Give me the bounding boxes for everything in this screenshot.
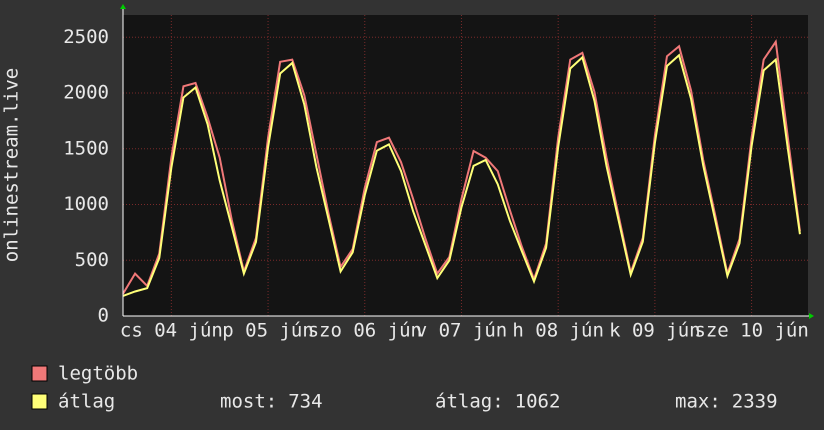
y-tick-label: 2500 bbox=[63, 26, 109, 48]
legend-swatch bbox=[31, 365, 48, 382]
axis-arrow bbox=[120, 4, 126, 9]
x-tick-label: cs 04 jún bbox=[120, 320, 223, 342]
x-tick-label: szo 06 jún bbox=[308, 320, 422, 342]
y-tick-label: 1500 bbox=[63, 137, 109, 159]
y-tick-label: 500 bbox=[75, 249, 109, 271]
x-tick-label: k 09 jún bbox=[609, 320, 701, 342]
axis-arrow bbox=[809, 313, 814, 319]
x-tick-label: v 07 jún bbox=[416, 320, 508, 342]
x-tick-label: p 05 jún bbox=[222, 320, 314, 342]
plot-area bbox=[123, 15, 808, 316]
stat-label: most: bbox=[220, 391, 277, 413]
stat-value: 2339 bbox=[732, 391, 778, 413]
series-line bbox=[122, 38, 801, 295]
y-tick-label: 2000 bbox=[63, 82, 109, 104]
stat-label: átlag: bbox=[435, 391, 504, 413]
legend-label: átlag bbox=[58, 391, 115, 413]
stat-label: max: bbox=[675, 391, 721, 413]
y-tick-label: 1000 bbox=[63, 193, 109, 215]
y-axis-label: onlinestream.live bbox=[1, 68, 23, 262]
stat-value: 1062 bbox=[515, 391, 561, 413]
x-tick-label: h 08 jún bbox=[512, 320, 604, 342]
stat-value: 734 bbox=[288, 391, 322, 413]
legend-label: legtöbb bbox=[58, 363, 138, 385]
series-line bbox=[122, 53, 801, 297]
legend-swatch bbox=[31, 393, 48, 410]
x-tick-label: sze 10 jún bbox=[694, 320, 808, 342]
y-tick-label: 0 bbox=[98, 305, 109, 327]
